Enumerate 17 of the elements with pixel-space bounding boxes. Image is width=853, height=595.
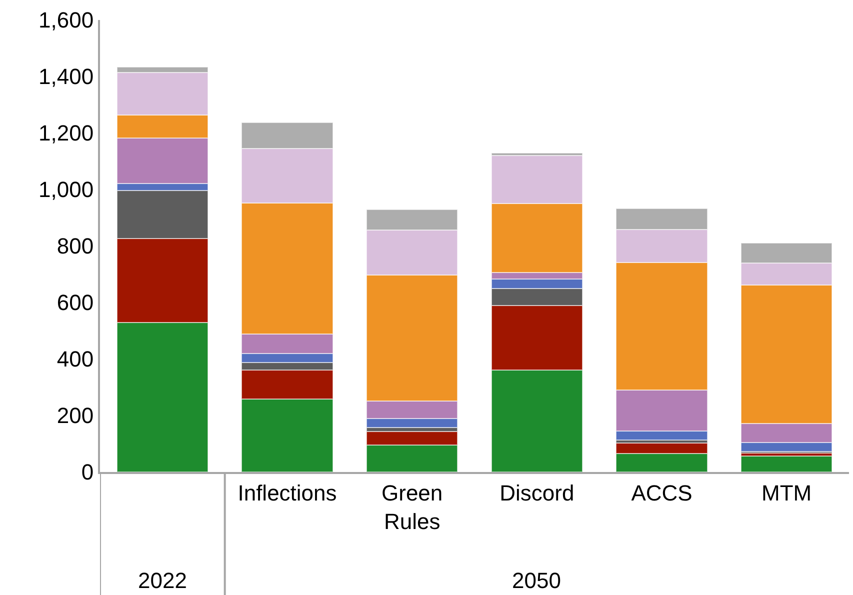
y-tick-label: 800	[56, 234, 94, 259]
x-tick-label: ACCS	[631, 480, 692, 506]
y-tick-label: 1,000	[38, 177, 94, 202]
x-tick-label: Inflections	[238, 480, 337, 506]
x-tick-label: Discord	[500, 480, 574, 506]
text: 2022	[138, 568, 187, 593]
y-tick-label: 1,400	[38, 64, 94, 90]
x-tick-label: MTM	[762, 480, 812, 506]
y-tick-label: 1,200	[38, 120, 94, 146]
y-tick-label: 0	[81, 460, 94, 485]
y-tick-label: 200	[56, 403, 94, 428]
y-tick-label: 400	[56, 346, 94, 372]
y-tick-label: 1,600	[38, 8, 94, 33]
y-tick-label: 600	[56, 290, 94, 316]
x-tick-label: Green Rules	[382, 480, 443, 534]
text: 2050	[512, 568, 561, 593]
bar	[740, 455, 833, 472]
